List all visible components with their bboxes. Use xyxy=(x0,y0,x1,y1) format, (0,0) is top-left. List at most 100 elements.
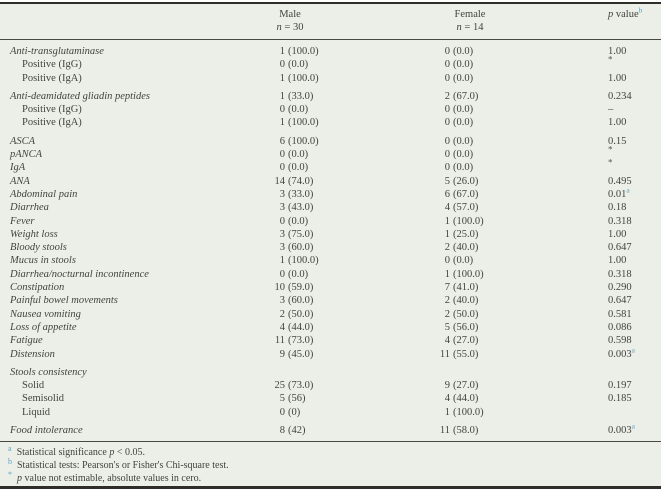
table-row: Semisolid 5 (56) 4 (44.0) 0.185 xyxy=(8,392,653,405)
footnote-marker: b xyxy=(8,456,12,466)
male-value: 3 (75.0) xyxy=(279,228,314,240)
row-label: Solid xyxy=(22,380,45,392)
table-row: Positive (IgA) 1 (100.0) 0 (0.0) 1.00 xyxy=(8,116,653,129)
p-value: 0.290 xyxy=(608,282,632,294)
female-value: 1 (100.0) xyxy=(444,406,484,418)
row-label: Positive (IgA) xyxy=(22,117,82,129)
significance-marker: a xyxy=(631,421,635,431)
column-header-male: Male n = 30 xyxy=(200,9,380,34)
p-value: 0.647 xyxy=(608,295,632,307)
female-value: 0 (0.0) xyxy=(444,162,474,174)
p-value: 0.598 xyxy=(608,335,632,347)
female-value: 5 (26.0) xyxy=(444,175,479,187)
row-label: pANCA xyxy=(10,149,43,161)
female-value: 5 (56.0) xyxy=(444,321,479,333)
row-label: IgA xyxy=(10,162,26,174)
table-row: Bloody stools 3 (60.0) 2 (40.0) 0.647 xyxy=(8,241,653,254)
female-value: 0 (0.0) xyxy=(444,135,474,147)
table-row: ANA 14 (74.0) 5 (26.0) 0.495 xyxy=(8,175,653,188)
row-label: Nausea vomiting xyxy=(10,308,81,320)
row-label: Diarrhea/nocturnal incontinence xyxy=(10,268,149,280)
footnote: b Statistical tests: Pearson's or Fisher'… xyxy=(8,456,229,472)
male-value: 3 (33.0) xyxy=(279,188,314,200)
p-value: * xyxy=(560,145,653,161)
p-value: 0.185 xyxy=(608,393,632,405)
p-value: * xyxy=(560,54,653,71)
female-label: Female xyxy=(454,9,486,20)
not-estimable-marker: * xyxy=(608,54,613,65)
p-value: 0.18 xyxy=(608,202,627,214)
female-value: 7 (41.0) xyxy=(444,282,479,294)
male-n-count: n = 30 xyxy=(276,21,304,33)
row-label: Diarrhea xyxy=(10,202,49,214)
female-value: 0 (0.0) xyxy=(444,59,474,71)
female-value: 2 (40.0) xyxy=(444,295,479,307)
male-value: 4 (44.0) xyxy=(279,321,314,333)
p-value: 1.00 xyxy=(608,117,627,129)
p-value: * xyxy=(560,157,653,174)
p-value: 0.01a xyxy=(608,185,630,200)
table-row: Distension 9 (45.0) 11 (55.0) 0.003a xyxy=(8,345,653,361)
stub-header xyxy=(8,9,200,34)
female-value: 4 (44.0) xyxy=(444,393,479,405)
female-value: 11 (58.0) xyxy=(439,425,479,437)
row-label: Positive (IgA) xyxy=(22,72,82,84)
male-value: 2 (50.0) xyxy=(279,308,314,320)
row-label: Bloody stools xyxy=(10,242,67,254)
table-footnotes: a Statistical significance p < 0.05. b Stat… xyxy=(0,441,661,486)
row-label: Stools consistency xyxy=(10,366,87,378)
row-label: ANA xyxy=(10,175,30,187)
table-row: Mucus in stools 1 (100.0) 0 (0.0) 1.00 xyxy=(8,254,653,267)
table-body: Anti-transglutaminase 1 (100.0) 0 (0.0) 1.00 P… xyxy=(0,40,661,441)
table-row: Weight loss 3 (75.0) 1 (25.0) 1.00 xyxy=(8,228,653,241)
table-row: Anti-transglutaminase 1 (100.0) 0 (0.0) 1.00 xyxy=(8,45,653,58)
female-value: 2 (67.0) xyxy=(444,90,479,102)
p-value: 0.197 xyxy=(608,380,632,392)
table-row: Fever 0 (0.0) 1 (100.0) 0.318 xyxy=(8,215,653,228)
table-row: Food intolerance 8 (42) 11 (58.0) 0.003a xyxy=(8,421,653,437)
male-value: 1 (33.0) xyxy=(279,90,314,102)
footnote: a Statistical significance p < 0.05. xyxy=(8,443,145,459)
p-value: 0.318 xyxy=(608,268,632,280)
row-label: Abdominal pain xyxy=(10,188,78,200)
p-value xyxy=(560,366,653,379)
p-value: 0.15 xyxy=(608,135,627,147)
row-label: Constipation xyxy=(10,282,65,294)
footnote-marker-b: b xyxy=(638,5,643,15)
footnote: * p value not estimable, absolute values … xyxy=(8,469,202,485)
female-value: 6 (67.0) xyxy=(444,188,479,200)
female-value: 0 (0.0) xyxy=(444,72,474,84)
table-row: Solid 25 (73.0) 9 (27.0) 0.197 xyxy=(8,379,653,392)
row-label: Distension xyxy=(10,348,55,360)
male-value: 1 (100.0) xyxy=(279,117,319,129)
male-value: 10 (59.0) xyxy=(274,282,314,294)
footnote-marker: * xyxy=(8,469,12,479)
female-value: 1 (100.0) xyxy=(444,268,484,280)
p-value xyxy=(560,406,653,419)
female-value: 0 (0.0) xyxy=(444,255,474,267)
male-value: 6 (100.0) xyxy=(279,135,319,147)
row-label: Semisolid xyxy=(22,393,65,405)
table-row: Positive (IgA) 1 (100.0) 0 (0.0) 1.00 xyxy=(8,72,653,85)
male-value: 0 (0.0) xyxy=(279,149,309,161)
p-value: 0.647 xyxy=(608,242,632,254)
female-value: 0 (0.0) xyxy=(444,46,474,57)
row-label: Fatigue xyxy=(10,335,43,347)
table-row: pANCA 0 (0.0) 0 (0.0) * xyxy=(8,145,653,161)
significance-marker: a xyxy=(631,345,635,355)
female-value: 9 (27.0) xyxy=(444,380,479,392)
not-estimable-marker: * xyxy=(608,157,613,168)
table-row: Positive (IgG) 0 (0.0) 0 (0.0) – xyxy=(8,103,653,116)
p-value: 0.495 xyxy=(608,175,632,187)
male-value xyxy=(200,366,380,379)
column-header-pvalue: p valueb xyxy=(608,5,643,20)
p-value: 1.00 xyxy=(608,46,627,57)
male-value: 0 (0.0) xyxy=(279,215,309,227)
male-value: 11 (73.0) xyxy=(274,335,314,347)
row-label: Painful bowel movements xyxy=(10,295,118,307)
male-value: 3 (43.0) xyxy=(279,202,314,214)
row-label: Loss of appetite xyxy=(10,321,77,333)
male-label: Male xyxy=(279,9,301,20)
male-value: 1 (100.0) xyxy=(279,72,319,84)
female-value: 4 (27.0) xyxy=(444,335,479,347)
